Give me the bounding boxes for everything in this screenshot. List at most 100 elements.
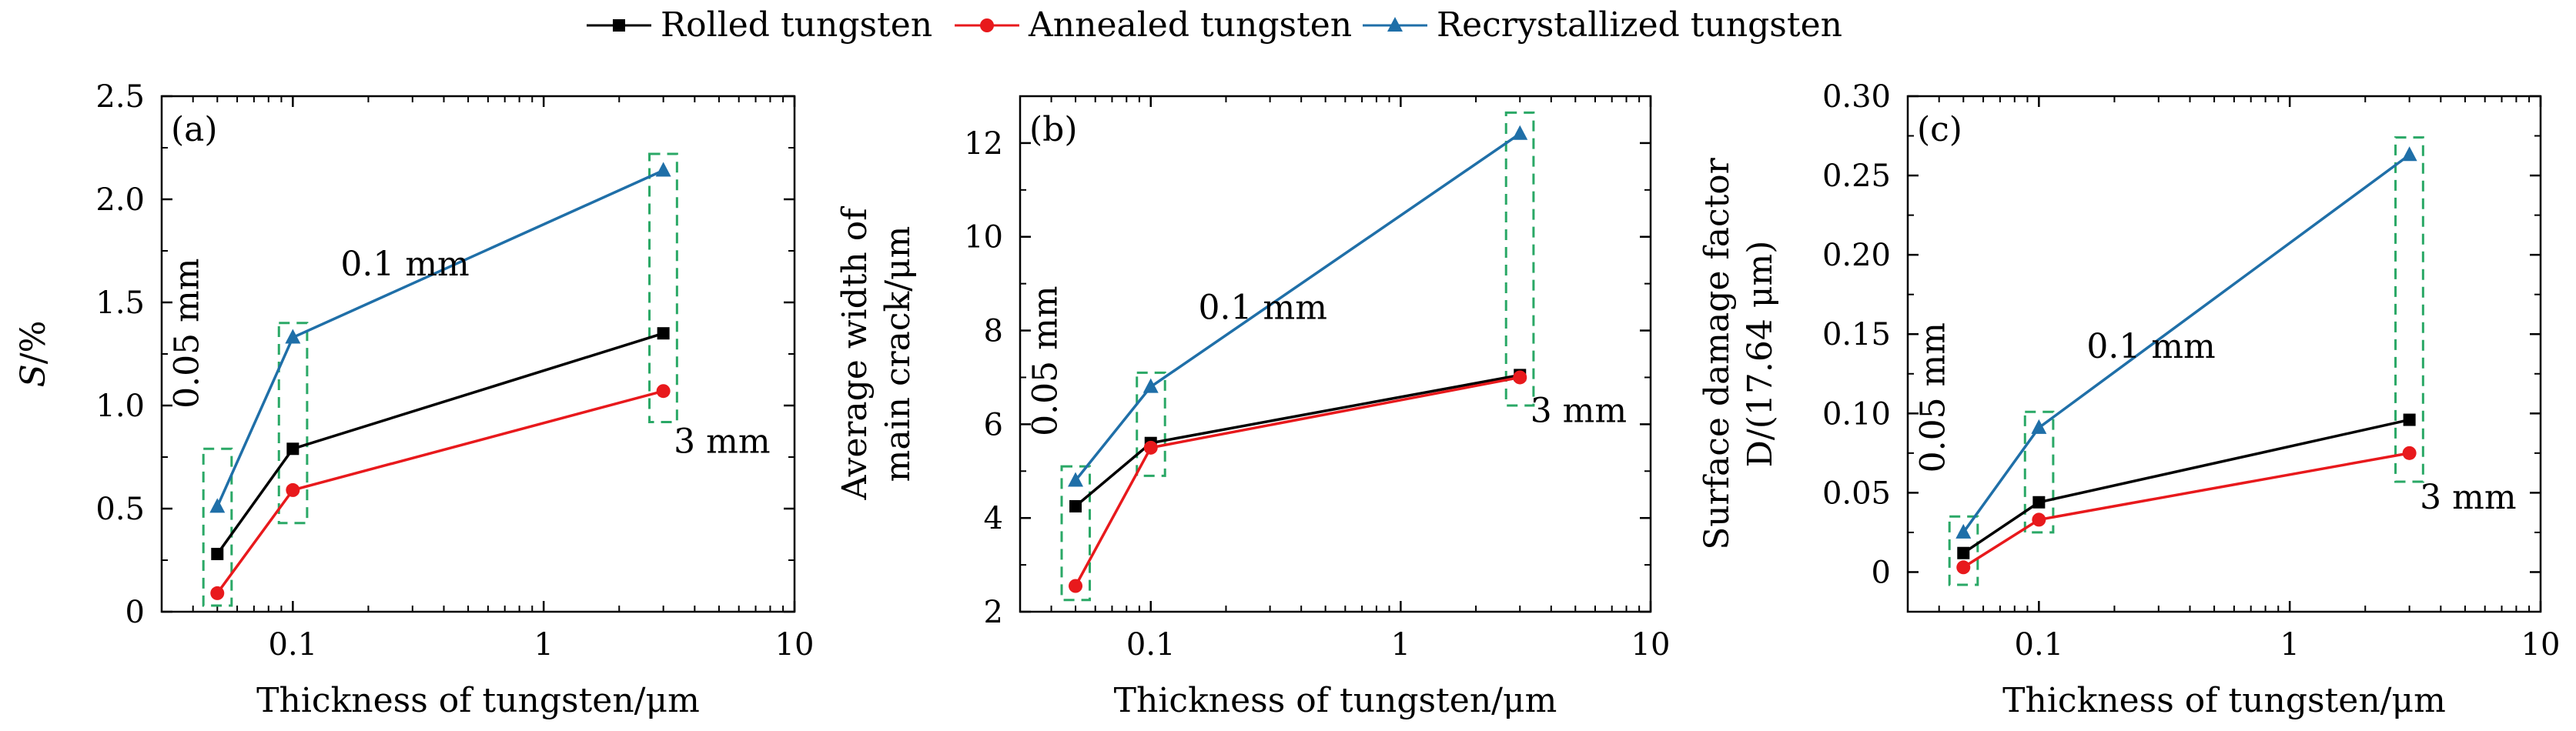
y-axis-label-line: D/(17.64 μm) <box>1741 241 1780 468</box>
data-point <box>657 327 670 340</box>
x-tick-label: 0.1 <box>1126 627 1176 663</box>
y-tick-label: 2.0 <box>95 182 145 218</box>
panel-1: 0.1 1 10 2 4 6 8 10 12 Thickness of tungsten/μm Av… <box>835 95 1671 720</box>
annotation: 3 mm <box>674 422 770 462</box>
data-point <box>286 482 300 497</box>
axes-frame <box>1019 95 1652 613</box>
y-axis-label-line: Surface damage factor <box>1698 157 1737 550</box>
y-tick-label: 0.5 <box>95 492 145 527</box>
data-point <box>211 547 224 560</box>
data-point <box>2401 146 2417 162</box>
legend-marker <box>980 18 994 32</box>
y-tick-label: 8 <box>984 314 1003 349</box>
annotation: 0.05 mm <box>1025 285 1065 436</box>
legend: Rolled tungsten Annealed tungsten Recrysta… <box>587 5 1842 45</box>
x-tick-label: 0.1 <box>2015 627 2064 663</box>
x-axis-label: Thickness of tungsten/μm <box>256 681 700 720</box>
legend-label: Recrystallized tungsten <box>1437 5 1842 45</box>
data-point <box>286 442 299 456</box>
x-tick-label: 10 <box>1631 627 1671 663</box>
annotation: 0.1 mm <box>2086 327 2215 366</box>
data-point <box>1068 472 1084 487</box>
panel-0: 0.1 1 10 0 0.5 1.0 1.5 2.0 2.5 Thickness of tungs… <box>14 79 814 720</box>
y-axis-label-line: main crack/μm <box>878 226 918 482</box>
y-tick-label: 0.10 <box>1822 396 1891 432</box>
highlight-box <box>202 447 233 607</box>
data-point <box>2402 446 2417 460</box>
highlight-box <box>1060 465 1091 602</box>
y-tick-label: 6 <box>984 407 1003 442</box>
highlight-box <box>648 152 678 423</box>
series-line <box>216 332 664 555</box>
axes-frame <box>160 95 796 613</box>
y-axis-label: Surface damage factor D/(17.64 μm) <box>1698 157 1780 550</box>
data-point <box>2032 496 2046 509</box>
panel-label: (c) <box>1917 110 1962 149</box>
legend-marker <box>1387 17 1403 32</box>
y-tick-label: 0.30 <box>1822 79 1891 115</box>
x-tick-label: 1 <box>534 627 553 663</box>
data-point <box>1957 546 1970 559</box>
data-point <box>655 162 671 177</box>
data-point <box>1956 560 1971 575</box>
annotation: 0.05 mm <box>168 258 207 408</box>
x-tick-label: 10 <box>775 627 815 663</box>
panel-label: (b) <box>1029 110 1078 149</box>
data-point <box>1142 378 1159 393</box>
annotation: 3 mm <box>1531 391 1627 430</box>
series-line <box>216 169 664 508</box>
highlight-box <box>2394 136 2424 483</box>
y-tick-label: 0 <box>1872 555 1891 590</box>
data-point <box>209 498 226 513</box>
panel-2: 0.1 1 10 0 0.05 0.10 0.15 0.20 0.25 0.30 Thickness… <box>1698 79 2560 720</box>
data-point <box>656 384 671 399</box>
data-point <box>1069 579 1083 593</box>
highlight-box <box>1948 515 1979 586</box>
axes-frame <box>1906 95 2542 613</box>
y-tick-label: 0.05 <box>1822 476 1891 511</box>
y-axis-label: Average width of main crack/μm <box>835 206 918 501</box>
series-line <box>1074 376 1521 587</box>
y-tick-label: 12 <box>964 126 1003 162</box>
legend-label: Rolled tungsten <box>661 5 932 45</box>
y-axis-label-symbol: S <box>14 364 53 387</box>
x-axis-label: Thickness of tungsten/μm <box>2002 681 2446 720</box>
y-tick-label: 10 <box>964 220 1003 255</box>
data-point <box>1513 370 1527 385</box>
annotation: 3 mm <box>2420 478 2516 517</box>
x-tick-label: 10 <box>2521 627 2561 663</box>
x-tick-label: 1 <box>2280 627 2299 663</box>
y-axis-label-unit: /% <box>14 321 53 365</box>
data-point <box>2403 413 2416 426</box>
x-tick-label: 1 <box>1391 627 1410 663</box>
y-tick-label: 1.0 <box>95 389 145 424</box>
annotation: 0.05 mm <box>1914 322 1953 472</box>
y-tick-label: 0.20 <box>1822 238 1891 273</box>
data-point <box>285 329 301 344</box>
x-tick-label: 0.1 <box>269 627 318 663</box>
y-tick-label: 0.25 <box>1822 159 1891 194</box>
annotation: 0.1 mm <box>1199 288 1327 327</box>
data-point <box>1069 499 1082 512</box>
data-point <box>1143 440 1158 455</box>
data-point <box>1512 125 1528 140</box>
x-axis-label: Thickness of tungsten/μm <box>1114 681 1557 720</box>
annotation: 0.1 mm <box>340 245 469 284</box>
legend-marker <box>613 19 625 32</box>
y-axis-label-line: Average width of <box>835 206 875 501</box>
y-tick-label: 1.5 <box>95 285 145 321</box>
data-point <box>2032 512 2046 527</box>
highlight-box <box>1504 111 1535 407</box>
y-tick-label: 2 <box>984 595 1003 630</box>
y-tick-label: 0.15 <box>1822 317 1891 352</box>
y-tick-label: 2.5 <box>95 79 145 115</box>
data-point <box>1955 523 1972 539</box>
highlight-box <box>1136 371 1166 477</box>
panel-label: (a) <box>171 110 218 149</box>
series-line <box>216 389 664 594</box>
data-point <box>2031 419 2047 434</box>
highlight-box <box>277 322 309 525</box>
y-tick-label: 4 <box>984 501 1003 536</box>
